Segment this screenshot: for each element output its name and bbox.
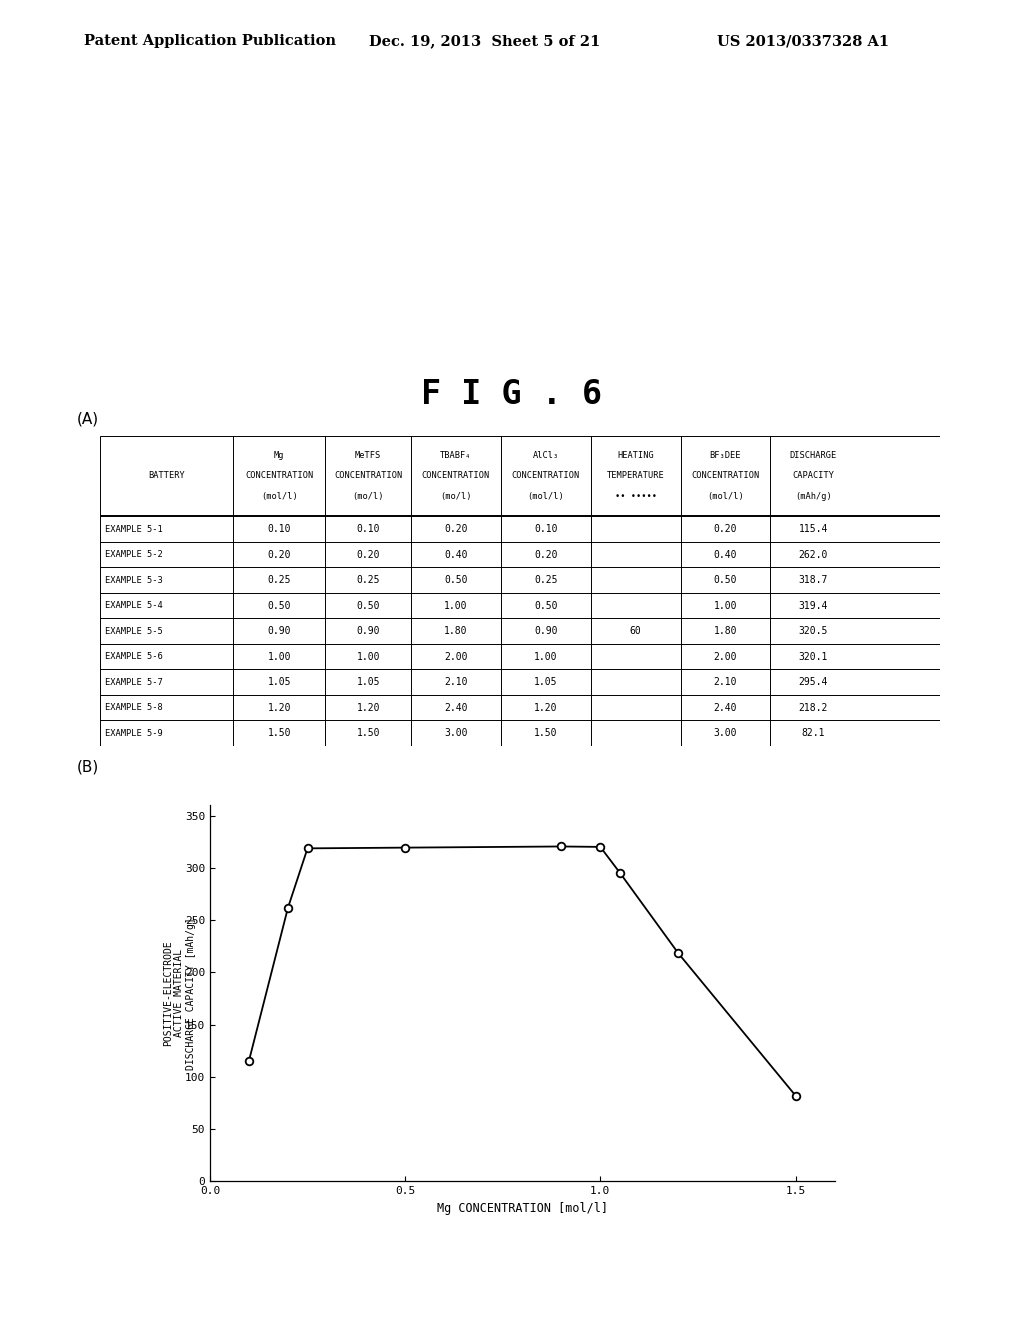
Text: DISCHARGE: DISCHARGE: [790, 451, 837, 461]
Y-axis label: POSITIVE-ELECTRODE
ACTIVE MATERIAL
DISCHARGE CAPACITY [mAh/g]: POSITIVE-ELECTRODE ACTIVE MATERIAL DISCH…: [163, 917, 196, 1069]
Text: (mol/l): (mol/l): [708, 491, 743, 500]
Text: (B): (B): [77, 759, 99, 774]
Text: 318.7: 318.7: [799, 576, 828, 585]
Text: 0.25: 0.25: [356, 576, 380, 585]
Text: 1.50: 1.50: [535, 729, 557, 738]
Text: 295.4: 295.4: [799, 677, 828, 686]
Text: 1.80: 1.80: [714, 626, 737, 636]
Text: 115.4: 115.4: [799, 524, 828, 535]
Text: 82.1: 82.1: [802, 729, 825, 738]
Text: 1.05: 1.05: [356, 677, 380, 686]
Text: AlCl₃: AlCl₃: [532, 451, 559, 461]
Text: EXAMPLE 5-1: EXAMPLE 5-1: [105, 524, 163, 533]
Text: 0.50: 0.50: [356, 601, 380, 611]
Text: EXAMPLE 5-5: EXAMPLE 5-5: [105, 627, 163, 635]
Text: 2.10: 2.10: [714, 677, 737, 686]
Text: 1.05: 1.05: [267, 677, 291, 686]
Text: (mo/l): (mo/l): [352, 491, 384, 500]
Text: 320.1: 320.1: [799, 652, 828, 661]
Text: EXAMPLE 5-2: EXAMPLE 5-2: [105, 550, 163, 558]
Text: CONCENTRATION: CONCENTRATION: [512, 471, 580, 480]
Text: (mol/l): (mol/l): [527, 491, 564, 500]
Text: F I G . 6: F I G . 6: [422, 378, 602, 411]
Text: (A): (A): [77, 412, 99, 426]
Text: (mo/l): (mo/l): [440, 491, 472, 500]
Text: CONCENTRATION: CONCENTRATION: [245, 471, 313, 480]
Text: 0.40: 0.40: [444, 549, 468, 560]
Text: HEATING: HEATING: [617, 451, 654, 461]
Text: 2.40: 2.40: [714, 702, 737, 713]
Text: 0.50: 0.50: [267, 601, 291, 611]
Text: 1.50: 1.50: [356, 729, 380, 738]
Text: (mol/l): (mol/l): [261, 491, 298, 500]
Text: •• •••••: •• •••••: [614, 491, 656, 500]
Text: CAPACITY: CAPACITY: [793, 471, 835, 480]
Text: TBABF₄: TBABF₄: [440, 451, 472, 461]
Text: TEMPERATURE: TEMPERATURE: [607, 471, 665, 480]
Text: 0.20: 0.20: [444, 524, 468, 535]
Text: CONCENTRATION: CONCENTRATION: [422, 471, 490, 480]
Text: EXAMPLE 5-3: EXAMPLE 5-3: [105, 576, 163, 585]
Text: 1.20: 1.20: [535, 702, 557, 713]
Text: 0.90: 0.90: [267, 626, 291, 636]
Text: 1.00: 1.00: [535, 652, 557, 661]
Text: 3.00: 3.00: [714, 729, 737, 738]
Text: Mg: Mg: [274, 451, 285, 461]
Text: 1.00: 1.00: [356, 652, 380, 661]
Text: 0.50: 0.50: [714, 576, 737, 585]
Text: MeTFS: MeTFS: [355, 451, 381, 461]
Text: EXAMPLE 5-8: EXAMPLE 5-8: [105, 704, 163, 711]
Text: 1.50: 1.50: [267, 729, 291, 738]
Text: Dec. 19, 2013  Sheet 5 of 21: Dec. 19, 2013 Sheet 5 of 21: [369, 34, 600, 49]
Text: 1.00: 1.00: [267, 652, 291, 661]
Text: 0.90: 0.90: [356, 626, 380, 636]
Text: CONCENTRATION: CONCENTRATION: [691, 471, 760, 480]
Text: 319.4: 319.4: [799, 601, 828, 611]
Text: 0.20: 0.20: [267, 549, 291, 560]
Text: EXAMPLE 5-6: EXAMPLE 5-6: [105, 652, 163, 661]
X-axis label: Mg CONCENTRATION [mol/l]: Mg CONCENTRATION [mol/l]: [437, 1201, 607, 1214]
Text: 0.20: 0.20: [356, 549, 380, 560]
Text: 2.10: 2.10: [444, 677, 468, 686]
Text: 1.20: 1.20: [356, 702, 380, 713]
Text: 0.90: 0.90: [535, 626, 557, 636]
Text: 0.10: 0.10: [356, 524, 380, 535]
Text: 0.25: 0.25: [267, 576, 291, 585]
Text: 2.00: 2.00: [444, 652, 468, 661]
Text: 3.00: 3.00: [444, 729, 468, 738]
Text: 262.0: 262.0: [799, 549, 828, 560]
Text: 1.05: 1.05: [535, 677, 557, 686]
Text: 218.2: 218.2: [799, 702, 828, 713]
Text: 0.25: 0.25: [535, 576, 557, 585]
Text: 0.20: 0.20: [535, 549, 557, 560]
Text: 0.40: 0.40: [714, 549, 737, 560]
Text: 1.00: 1.00: [714, 601, 737, 611]
Text: CONCENTRATION: CONCENTRATION: [334, 471, 402, 480]
Text: 60: 60: [630, 626, 641, 636]
Text: 1.00: 1.00: [444, 601, 468, 611]
Text: BATTERY: BATTERY: [148, 471, 185, 480]
Text: EXAMPLE 5-7: EXAMPLE 5-7: [105, 677, 163, 686]
Text: Patent Application Publication: Patent Application Publication: [84, 34, 336, 49]
Text: 0.50: 0.50: [444, 576, 468, 585]
Text: 2.00: 2.00: [714, 652, 737, 661]
Text: 0.10: 0.10: [267, 524, 291, 535]
Text: EXAMPLE 5-9: EXAMPLE 5-9: [105, 729, 163, 738]
Text: 2.40: 2.40: [444, 702, 468, 713]
Text: 320.5: 320.5: [799, 626, 828, 636]
Text: US 2013/0337328 A1: US 2013/0337328 A1: [717, 34, 889, 49]
Text: BF₃DEE: BF₃DEE: [710, 451, 741, 461]
Text: EXAMPLE 5-4: EXAMPLE 5-4: [105, 601, 163, 610]
Text: 0.20: 0.20: [714, 524, 737, 535]
Text: 1.20: 1.20: [267, 702, 291, 713]
Text: 0.50: 0.50: [535, 601, 557, 611]
Text: 1.80: 1.80: [444, 626, 468, 636]
Text: 0.10: 0.10: [535, 524, 557, 535]
Text: (mAh/g): (mAh/g): [795, 491, 831, 500]
